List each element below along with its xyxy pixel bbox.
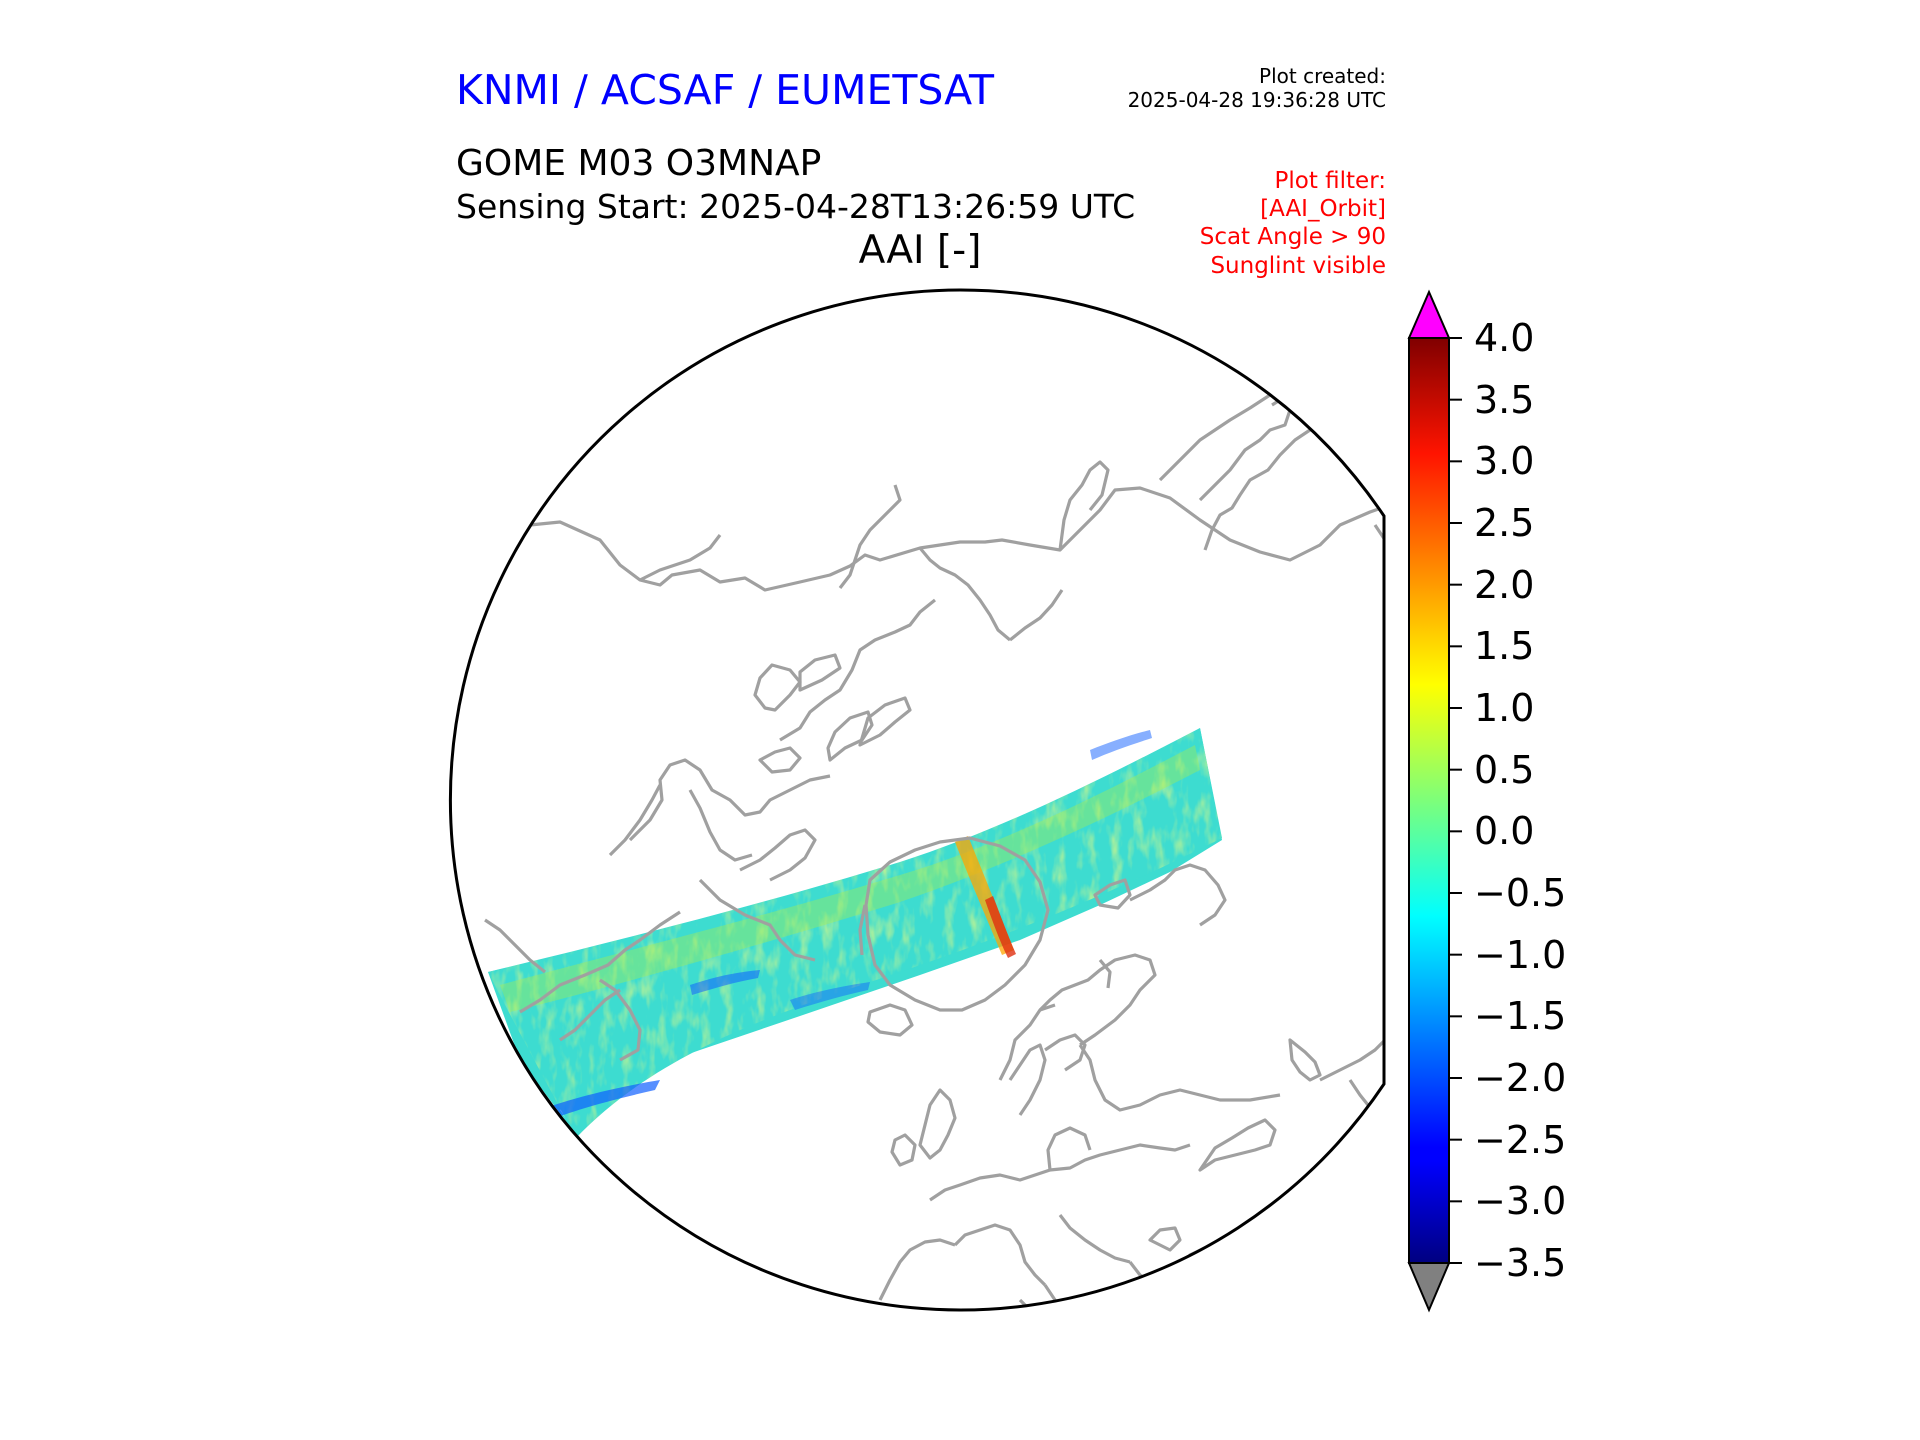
aai-low-patch [690, 970, 760, 995]
colorbar-tick-label: 3.0 [1474, 439, 1535, 484]
colorbar-tick-label: −0.5 [1474, 871, 1567, 915]
product-title: GOME M03 O3MNAP [456, 143, 822, 184]
colorbar-gradient [1408, 337, 1450, 1264]
colorbar-tick-label: 2.5 [1474, 501, 1535, 545]
coastlines [484, 373, 1384, 1310]
map-boundary [448, 288, 1386, 1312]
aai-low-patch [790, 982, 870, 1010]
plot-filter-label: Plot filter: [1274, 168, 1386, 194]
colorbar-tick-label: 4.0 [1474, 316, 1535, 360]
colorbar-tick-label: 0.0 [1474, 809, 1535, 854]
colorbar-tick-label: 2.0 [1474, 562, 1535, 607]
aai-swath [488, 728, 1222, 1140]
plot-filter-name: [AAI_Orbit] [1260, 196, 1386, 222]
colorbar-tick-label: 1.0 [1474, 686, 1535, 730]
colorbar-tick-label: 3.5 [1474, 377, 1535, 422]
variable-title: AAI [-] [858, 228, 982, 273]
plot-created-time: 2025-04-28 19:36:28 UTC [1127, 88, 1386, 112]
aai-high-streak-core [985, 896, 1016, 958]
plot-filter-scat-angle: Scat Angle > 90 [1199, 224, 1386, 250]
aai-low-patch [1090, 730, 1152, 760]
colorbar-tick-label: 1.5 [1474, 624, 1535, 669]
colorbar-extend-under [1407, 1262, 1451, 1313]
plot-created-label: Plot created: [1259, 64, 1386, 88]
colorbar-tick-label: 0.5 [1474, 747, 1535, 792]
colorbar-tick-label: −1.5 [1474, 994, 1567, 1039]
swath-texture [488, 728, 1222, 1138]
colorbar-tick-label: −2.0 [1474, 1056, 1567, 1100]
colorbar-tick-label: −2.5 [1474, 1117, 1567, 1162]
aai-low-patch [540, 1080, 660, 1120]
colorbar-tick-label: −3.5 [1474, 1241, 1567, 1285]
sensing-start: Sensing Start: 2025-04-28T13:26:59 UTC [456, 187, 1136, 226]
colorbar-tick-label: −1.0 [1474, 932, 1567, 977]
colorbar-extend-over [1407, 289, 1451, 339]
colorbar-tick-label: −3.0 [1474, 1179, 1567, 1224]
swath-upper-tint [500, 745, 1200, 1012]
agency-title: KNMI / ACSAF / EUMETSAT [456, 66, 995, 114]
plot-filter-sunglint: Sunglint visible [1210, 253, 1386, 279]
